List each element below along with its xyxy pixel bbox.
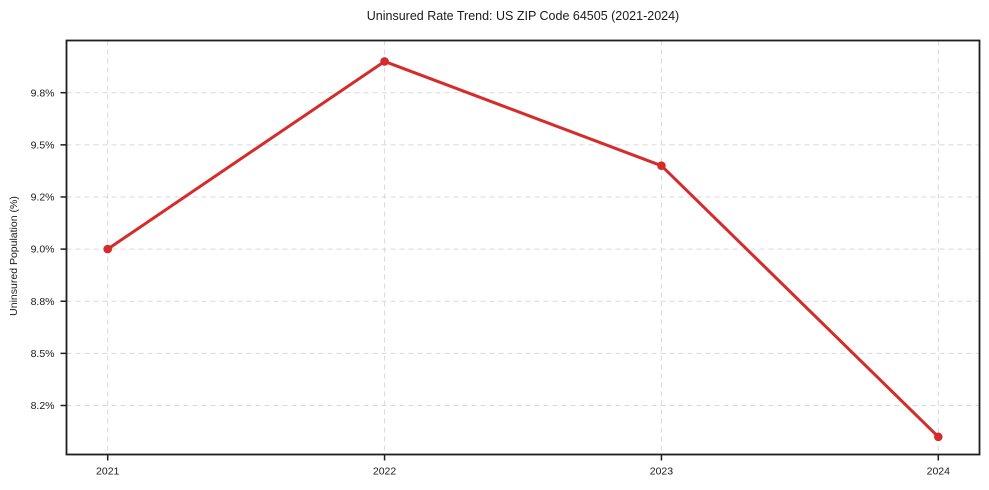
y-axis: 9.8% 9.5% 9.2% 9.0% 8.8% 8.5% 8.2%: [31, 87, 67, 412]
x-tick-label: 2021: [96, 466, 120, 478]
y-tick-label: 8.5%: [31, 348, 55, 360]
data-points: [103, 57, 943, 442]
x-tick-label: 2024: [927, 466, 951, 478]
gridlines: [66, 40, 980, 455]
axes-spines: [65, 39, 981, 456]
y-tick-label: 8.8%: [31, 296, 55, 308]
y-tick-label: 9.0%: [31, 244, 55, 256]
trend-line: [106, 59, 940, 439]
x-tick-label: 2023: [650, 466, 674, 478]
y-tick-label: 8.2%: [31, 400, 55, 412]
x-axis: 2021 2022 2023 2024: [96, 454, 951, 478]
data-point-marker: [380, 57, 389, 66]
y-tick-label: 9.2%: [31, 192, 55, 204]
data-point-marker: [657, 161, 666, 170]
data-point-marker: [103, 244, 112, 254]
x-tick-label: 2022: [373, 466, 397, 478]
y-tick-label: 9.5%: [31, 139, 55, 151]
y-tick-label: 9.8%: [31, 87, 55, 99]
data-point-marker: [934, 432, 943, 442]
chart-title: Uninsured Rate Trend: US ZIP Code 64505 …: [366, 9, 680, 23]
